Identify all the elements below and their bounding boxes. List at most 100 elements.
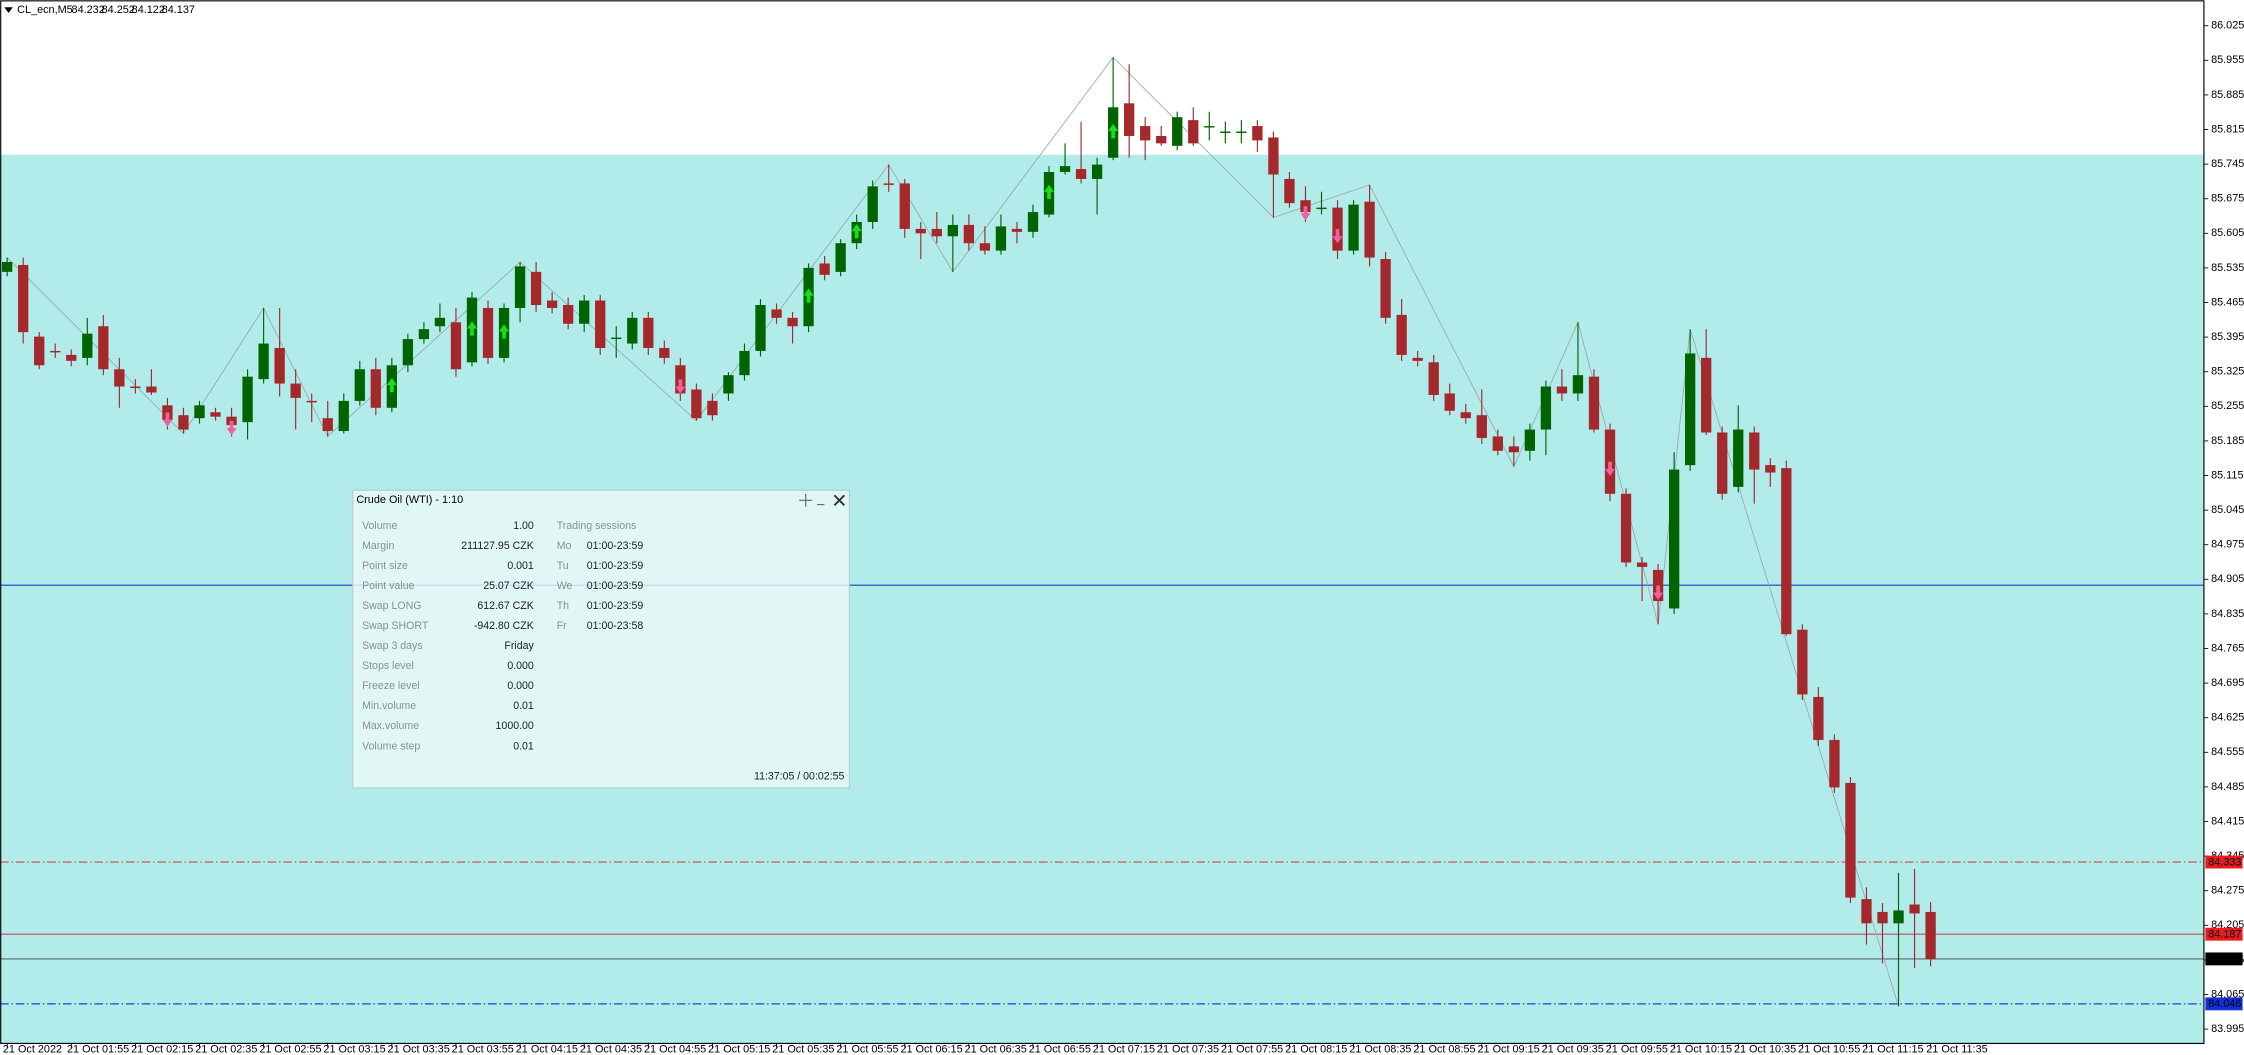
candle-body [1524,429,1536,451]
panel-row-label: Swap SHORT [362,620,429,632]
candle-body [530,271,542,305]
y-tick-label: 84.905 [2211,573,2244,585]
candle-body [434,317,446,327]
panel-move-icon[interactable] [799,493,813,507]
candle-body [1380,259,1391,318]
candle-body [402,339,414,366]
candle-body [226,416,237,426]
header-price: 84.232 [72,4,105,16]
candle-body [899,183,910,229]
candle-body [723,375,734,394]
session-hours: 01:00-23:59 [587,540,644,552]
x-tick-label: 21 Oct 09:35 [1542,1044,1604,1055]
x-tick-label: 21 Oct 07:55 [1221,1044,1283,1055]
panel-row-label: Stops level [362,660,414,672]
x-tick-label: 21 Oct 06:35 [965,1044,1027,1055]
session-hours: 01:00-23:58 [587,620,644,632]
y-tick-label: 85.045 [2211,504,2244,516]
y-tick-label: 84.065 [2211,988,2244,1000]
candle-body [1124,103,1135,136]
y-tick-label: 85.675 [2211,193,2244,205]
candle-body [595,300,606,348]
y-tick-label: 85.605 [2211,227,2244,239]
x-tick-label: 21 Oct 05:35 [772,1044,834,1055]
candle-body [1781,468,1792,635]
x-tick-label: 21 Oct 04:35 [580,1044,642,1055]
x-tick-label: 21 Oct 10:55 [1798,1044,1860,1055]
x-tick-label: 21 Oct 08:35 [1349,1044,1411,1055]
candle-body [771,309,782,318]
candle-body [1685,353,1696,466]
y-tick-label: 84.695 [2211,677,2244,689]
y-tick-label: 85.185 [2211,435,2244,447]
session-day: Tu [557,560,569,572]
candle-body [1444,393,1455,411]
y-tick-label: 84.975 [2211,539,2244,551]
panel-row-value: 0.001 [507,560,534,572]
header-price: 84.252 [102,4,135,16]
candle-body [1059,166,1071,173]
candle-body [194,405,205,419]
candle-body [1364,201,1375,258]
panel-row-label: Point value [362,580,414,592]
candle-body [18,264,29,333]
candle-body [1765,465,1776,473]
candle-body [1813,696,1824,740]
y-tick-label: 85.885 [2211,89,2244,101]
candle-body [370,369,381,408]
x-tick-label: 21 Oct 02:15 [131,1044,193,1055]
y-tick-label: 84.835 [2211,608,2244,620]
candle-body [514,266,526,308]
candle-body [1172,117,1183,146]
panel-row-value: 0.000 [507,680,534,692]
candle-body [915,228,926,234]
x-tick-label: 21 Oct 07:35 [1157,1044,1219,1055]
panel-row-value: 1.00 [513,520,534,532]
x-tick-label: 21 Oct 2022 [3,1044,62,1055]
candle-body [1829,739,1840,788]
candle-body [1588,376,1600,430]
panel-row-label: Freeze level [362,680,420,692]
candle-body [1492,436,1503,451]
candle-body [1300,200,1311,213]
header-price: 84.137 [162,4,195,16]
session-hours: 01:00-23:59 [587,600,644,612]
candle-body [1011,228,1023,232]
x-tick-label: 21 Oct 04:15 [516,1044,578,1055]
x-tick-label: 21 Oct 03:35 [388,1044,450,1055]
session-day: We [557,580,573,592]
candle-body [1140,126,1151,141]
panel-title: Crude Oil (WTI) - 1:10 [356,494,463,506]
header-triangle [4,7,13,14]
panel-row-label: Swap LONG [362,600,421,612]
x-tick-label: 21 Oct 02:35 [195,1044,257,1055]
candle-body [707,400,718,416]
candle-body [1252,126,1263,141]
candle-body [739,350,750,376]
candle-body [274,347,285,384]
candle-body [1156,135,1167,144]
panel-row-value: 25.07 CZK [483,580,534,592]
candle-body [883,183,894,185]
candle-body [306,400,317,403]
panel-row-label: Swap 3 days [362,640,423,652]
x-tick-label: 21 Oct 04:55 [644,1044,706,1055]
down-arrow [675,379,686,394]
x-tick-label: 21 Oct 08:55 [1413,1044,1475,1055]
candle-body [1877,911,1888,924]
panel-close[interactable] [833,494,846,506]
price-tag-label: 84.333 [2208,856,2241,868]
panel-row-label: Volume step [362,740,420,752]
candle-body [1316,207,1327,210]
x-tick-label: 21 Oct 10:15 [1670,1044,1732,1055]
session-day: Th [557,600,569,612]
candle-body [1091,164,1103,179]
info-panel: Crude Oil (WTI) - 1:10 Volume 1.00 Margin 21… [352,489,850,789]
y-tick-label: 84.555 [2211,746,2244,758]
session-day: Mo [557,540,572,552]
candle-body [643,317,654,348]
up-arrow [386,377,397,393]
candle-body [146,386,157,393]
candle-body [1733,429,1744,487]
